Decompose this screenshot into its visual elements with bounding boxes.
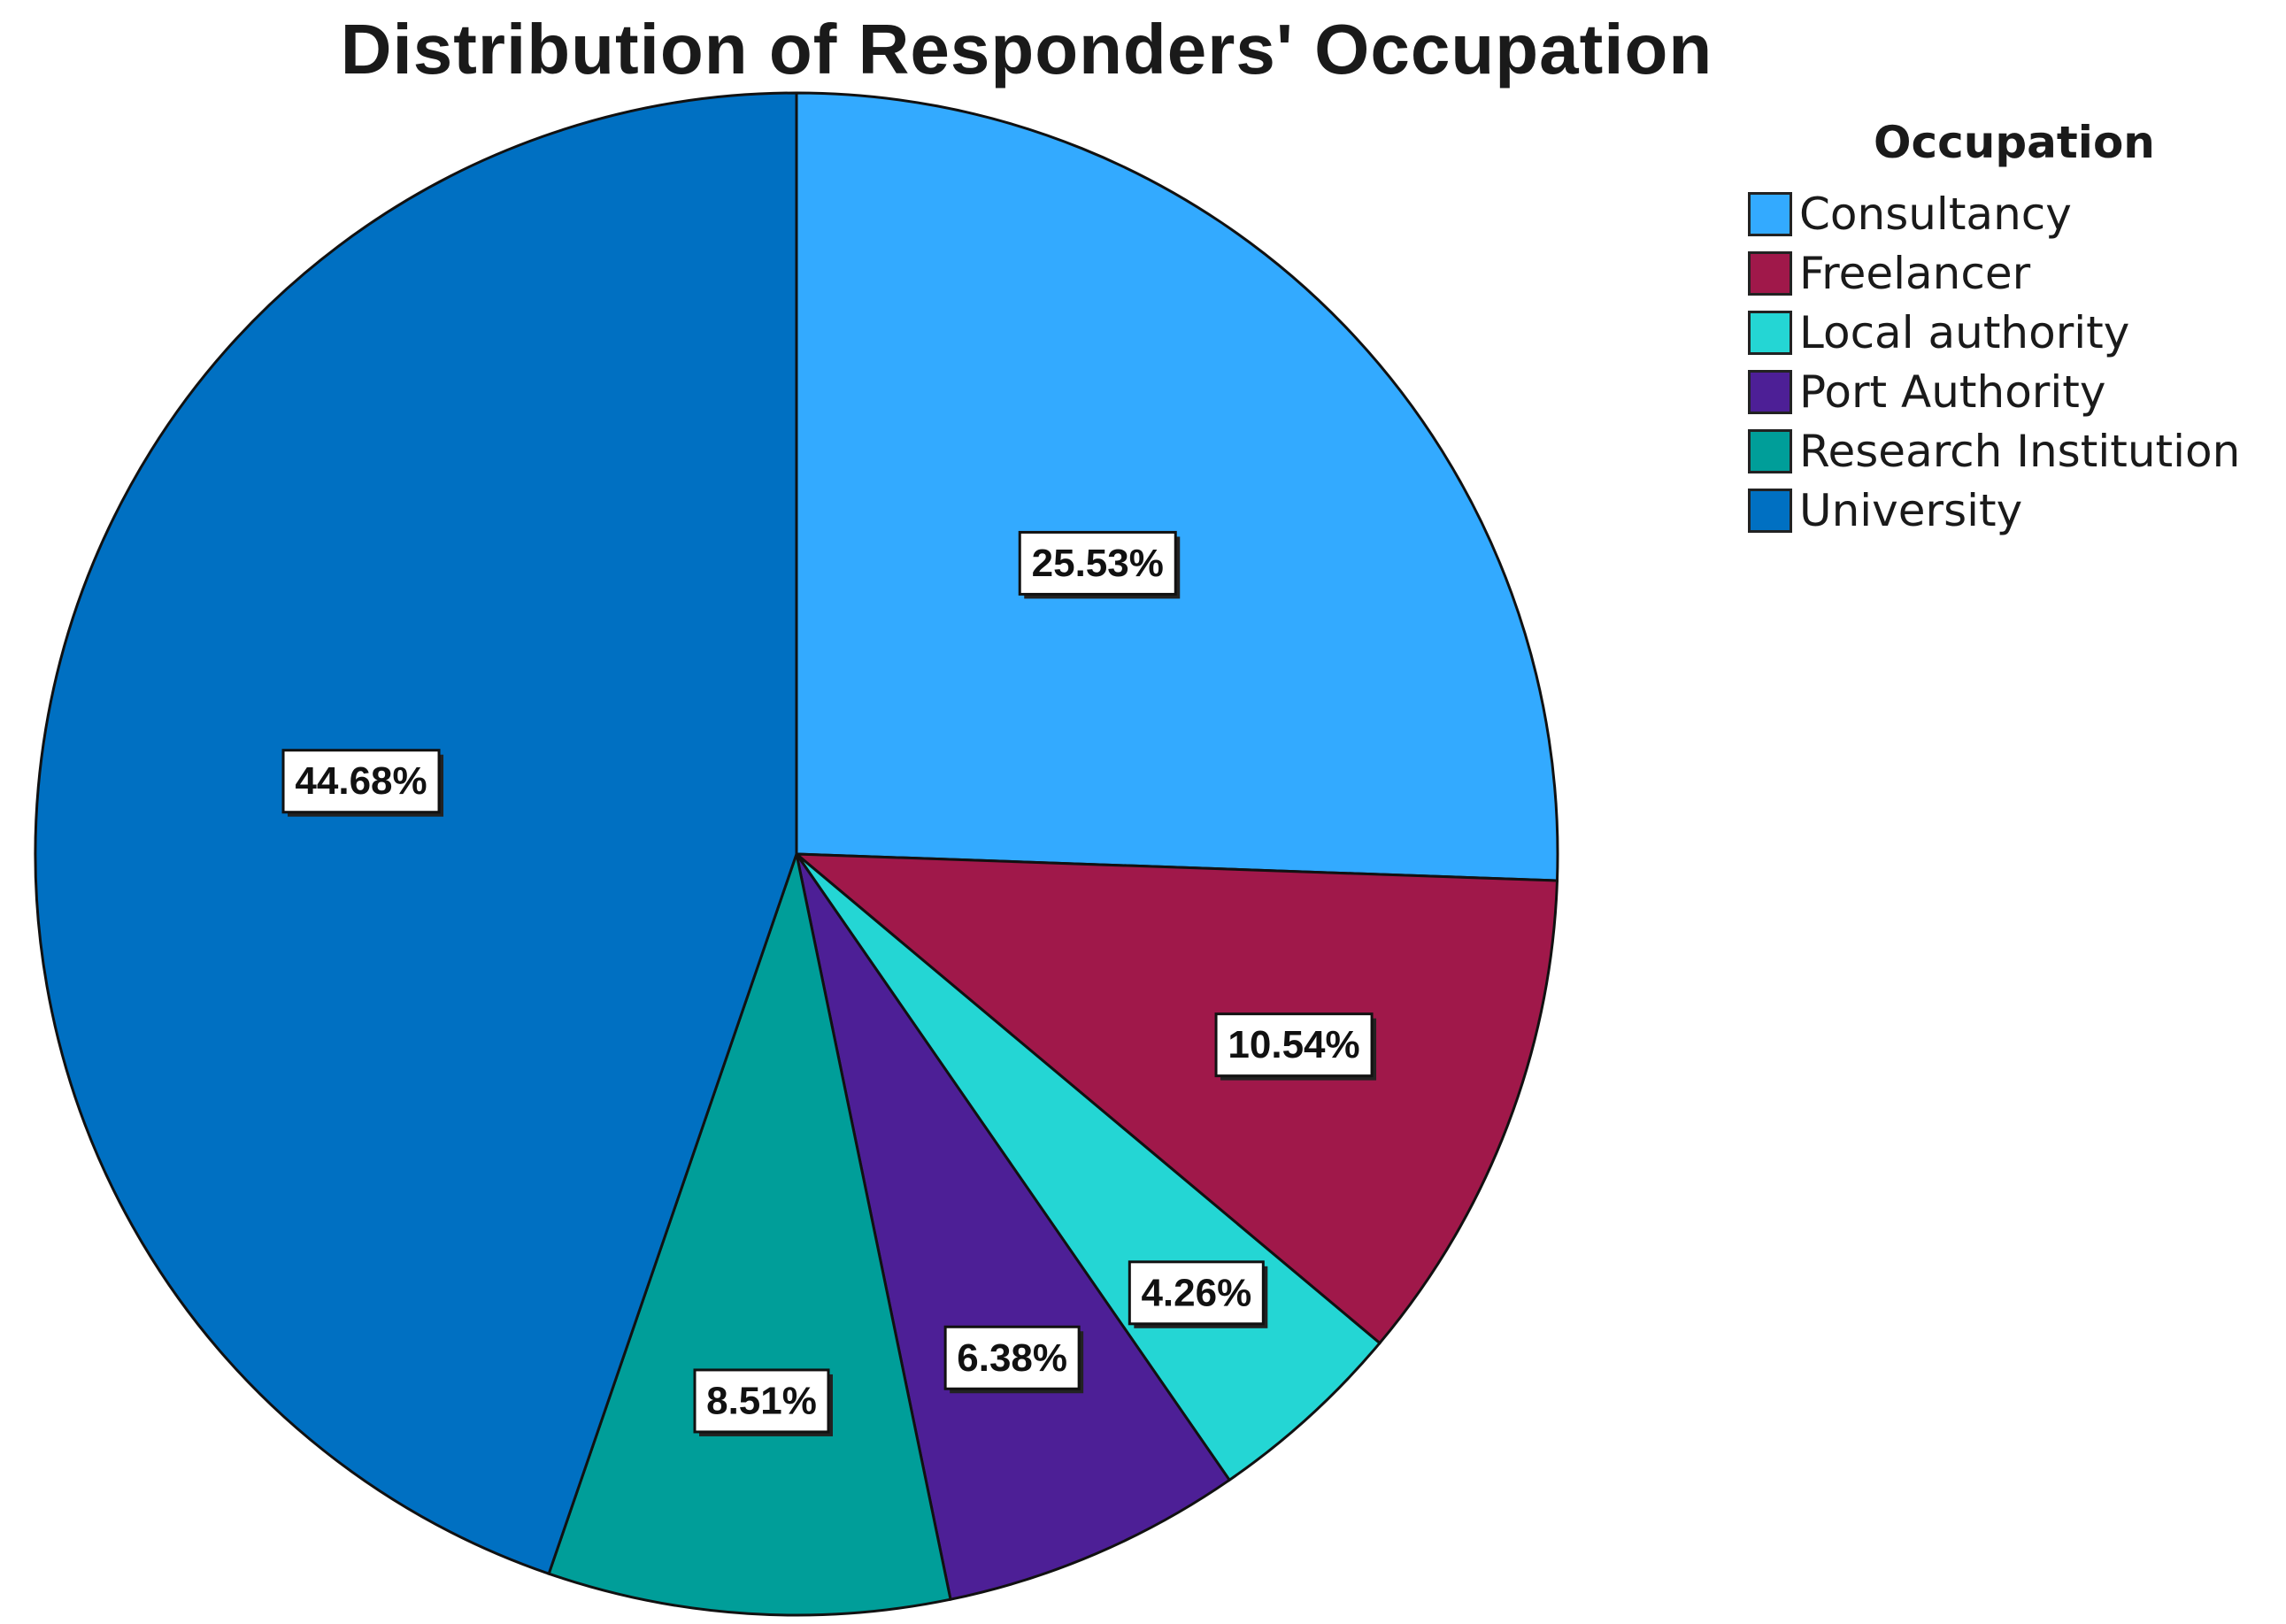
data-labels: 25.53% 10.54% 4.26% 6.38% 8.51% 44.68% xyxy=(281,530,1377,1436)
data-label-box xyxy=(693,1368,830,1434)
legend-item-freelancer: Freelancer xyxy=(1748,243,2279,303)
legend-item-research-institution: Research Institution xyxy=(1748,421,2279,481)
legend-item-consultancy: Consultancy xyxy=(1748,184,2279,243)
legend-label: University xyxy=(1799,484,2023,536)
data-label-box xyxy=(943,1325,1081,1390)
pie-slice-research-institution xyxy=(547,849,952,1617)
pie-slice-port-authority xyxy=(795,853,1232,1601)
data-label-text: 6.38% xyxy=(957,1336,1067,1380)
data-label-university: 44.68% xyxy=(281,749,444,817)
legend-label: Freelancer xyxy=(1799,247,2031,299)
legend-swatch xyxy=(1748,488,1792,533)
legend-swatch xyxy=(1748,310,1792,355)
pie-slice-consultancy xyxy=(795,91,1559,882)
data-label-consultancy: 25.53% xyxy=(1018,530,1181,599)
legend-label: Research Institution xyxy=(1799,425,2241,477)
legend-swatch xyxy=(1748,369,1792,414)
data-label-text: 25.53% xyxy=(1032,542,1164,585)
data-label-local-authority: 4.26% xyxy=(1128,1260,1268,1328)
chart-title: Distribution of Responders' Occupation xyxy=(340,10,1713,89)
data-label-freelancer: 10.54% xyxy=(1214,1012,1377,1081)
legend-items: Consultancy Freelancer Local authority Port… xyxy=(1748,184,2279,540)
data-label-text: 8.51% xyxy=(706,1379,817,1422)
legend-swatch xyxy=(1748,428,1792,473)
data-label-text: 4.26% xyxy=(1141,1271,1251,1314)
legend: Occupation Consultancy Freelancer Local au… xyxy=(1748,117,2279,540)
data-label-text: 10.54% xyxy=(1228,1023,1359,1066)
pie-slice-university xyxy=(34,91,798,1576)
legend-label: Port Authority xyxy=(1799,366,2106,418)
legend-label: Consultancy xyxy=(1799,188,2072,240)
data-label-box xyxy=(1128,1260,1265,1326)
data-label-text: 44.68% xyxy=(295,759,427,803)
legend-swatch xyxy=(1748,250,1792,296)
legend-title: Occupation xyxy=(1874,117,2155,168)
data-label-research-institution: 8.51% xyxy=(693,1368,833,1436)
legend-item-university: University xyxy=(1748,481,2279,540)
data-label-box xyxy=(1018,530,1177,596)
data-label-box xyxy=(281,749,441,814)
legend-item-local-authority: Local authority xyxy=(1748,303,2279,362)
data-label-port-authority: 6.38% xyxy=(943,1325,1084,1394)
legend-swatch xyxy=(1748,191,1792,236)
pie-slice-freelancer xyxy=(792,852,1559,1345)
legend-label: Local authority xyxy=(1799,306,2130,358)
data-label-box xyxy=(1214,1012,1374,1078)
legend-item-port-authority: Port Authority xyxy=(1748,362,2279,421)
